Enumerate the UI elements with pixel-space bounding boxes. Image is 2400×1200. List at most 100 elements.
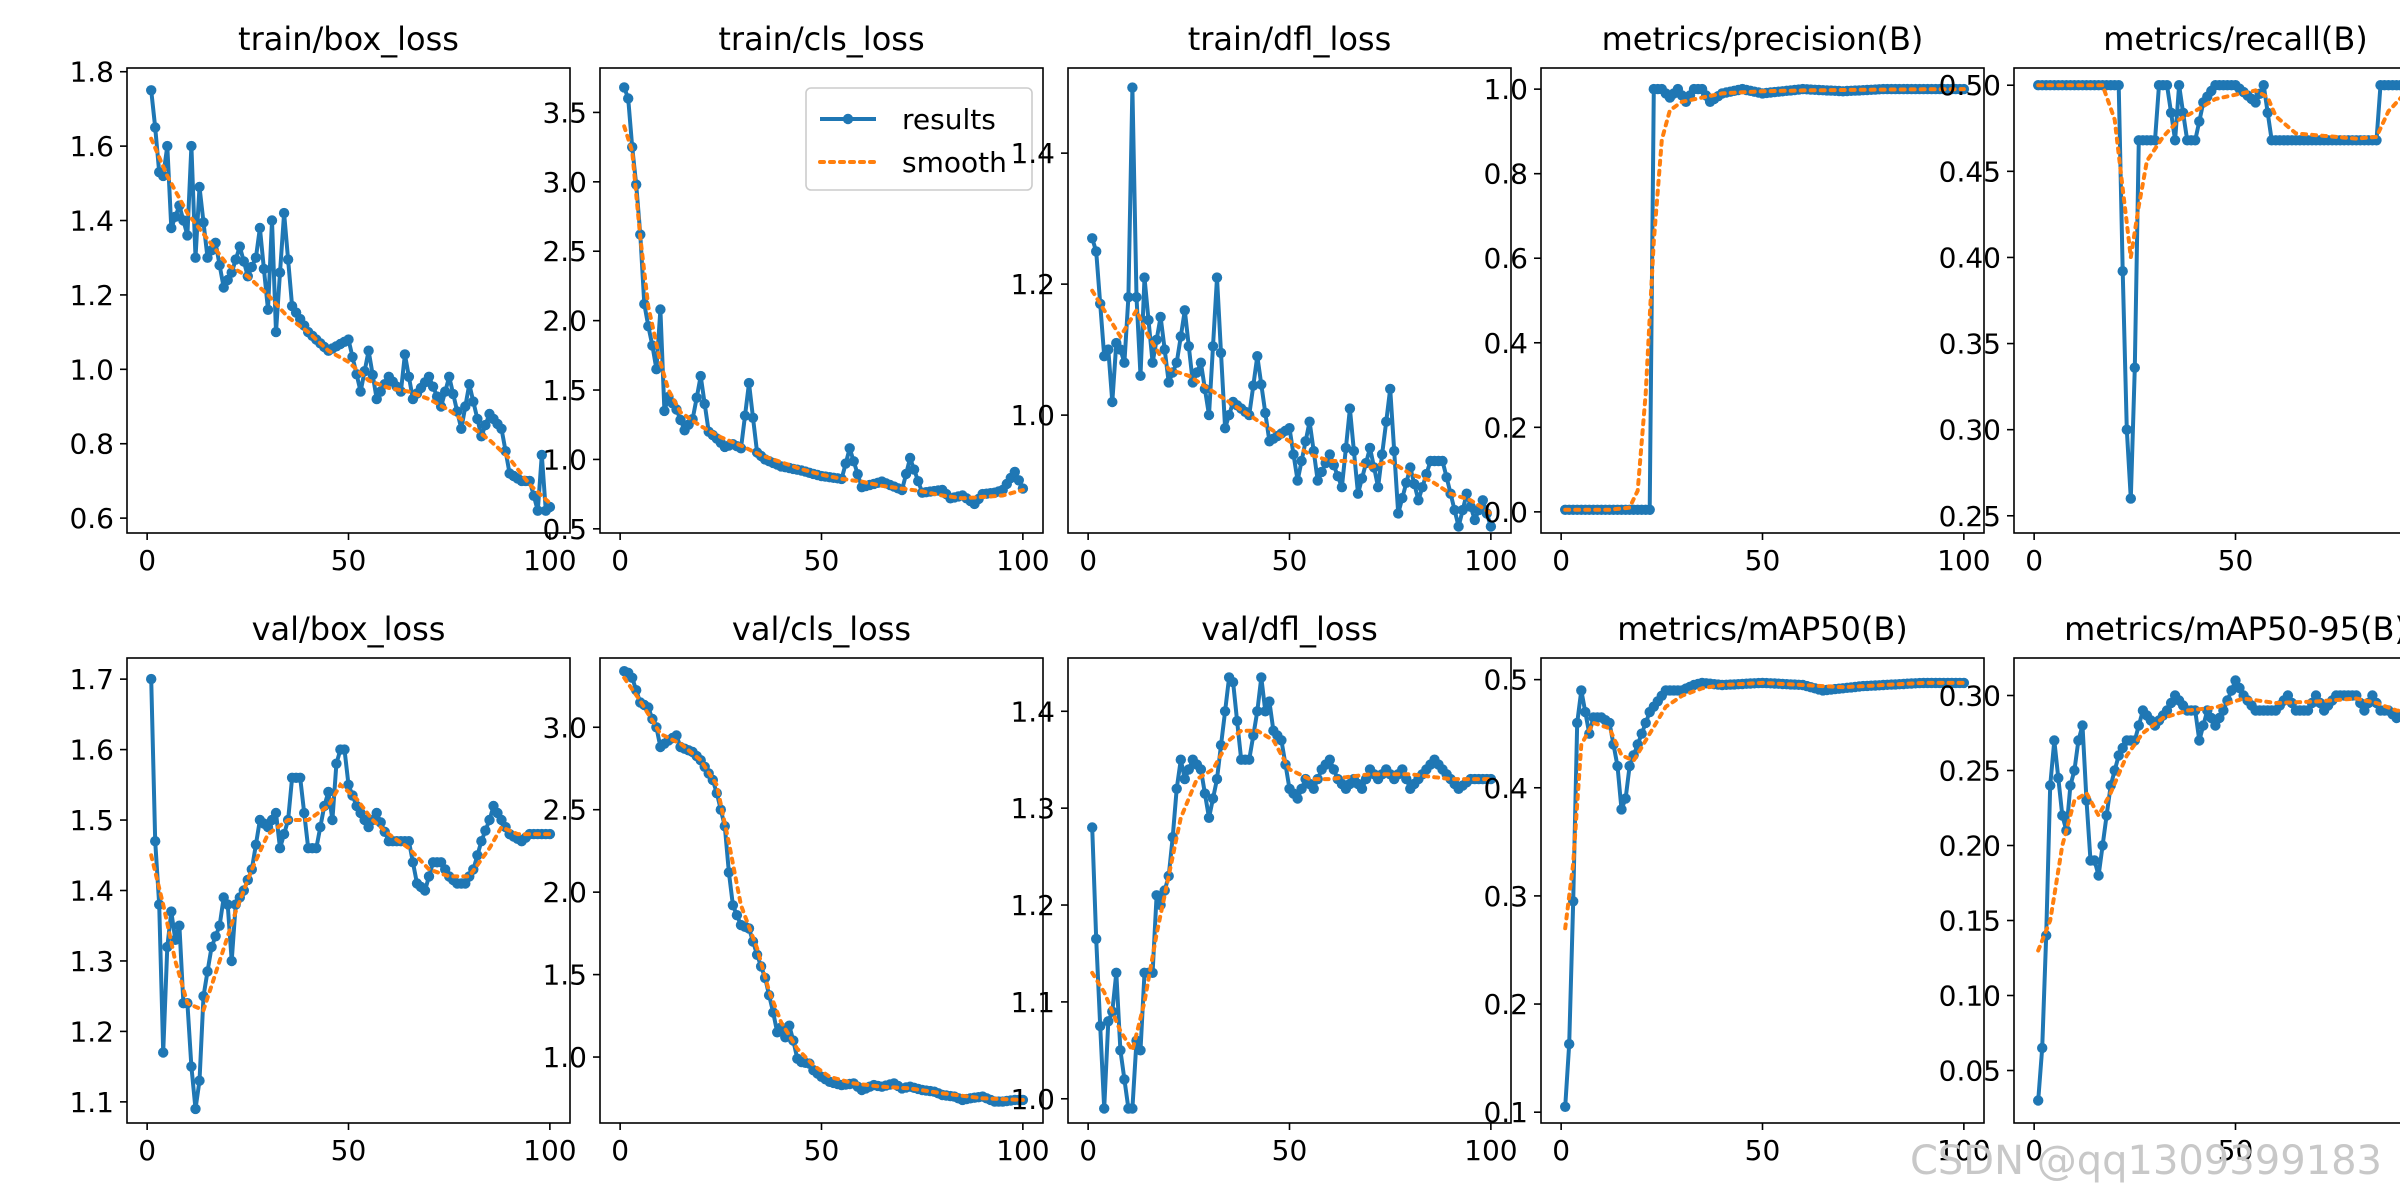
results-point: [1013, 475, 1024, 486]
results-point: [2077, 720, 2088, 731]
results-point: [1296, 783, 1307, 794]
results-point: [1139, 272, 1150, 283]
results-point: [631, 685, 642, 696]
results-point: [840, 458, 851, 469]
results-line: [2038, 83, 2400, 501]
y-tick-label: 0.25: [1939, 755, 2001, 788]
results-point: [472, 413, 483, 425]
results-point: [158, 170, 169, 182]
results-point: [146, 85, 157, 96]
x-tick-label: 50: [1272, 1134, 1308, 1167]
y-tick-label: 0.5: [1483, 664, 1528, 697]
results-point: [731, 910, 743, 921]
results-point: [1183, 764, 1195, 775]
y-tick-label: 0.3: [1483, 880, 1528, 913]
y-tick-label: 3.0: [542, 711, 587, 744]
axes-frame: [599, 657, 1044, 1124]
smooth-line: [622, 124, 1025, 501]
results-point: [1644, 504, 1655, 515]
results-point: [1175, 754, 1187, 765]
results-point: [1151, 890, 1162, 901]
results-markers: [1560, 83, 1970, 515]
results-point: [282, 254, 294, 265]
results-point: [234, 241, 245, 252]
y-tick-label: 1.3: [1010, 792, 1055, 825]
results-point: [206, 941, 217, 953]
results-point: [2121, 424, 2132, 435]
results-point: [2194, 735, 2205, 746]
y-tick-label: 1.1: [69, 1086, 114, 1119]
results-point: [472, 850, 483, 861]
results-point: [347, 351, 358, 363]
y-tick-label: 0.50: [1939, 69, 2001, 102]
results-point: [367, 369, 378, 381]
results-point: [2262, 107, 2273, 119]
results-point: [1256, 672, 1267, 683]
y-tick-label: 1.0: [1010, 399, 1055, 432]
results-point: [544, 501, 556, 513]
results-markers: [619, 666, 1029, 1107]
results-point: [1091, 246, 1102, 257]
y-tick-label: 0.4: [1483, 327, 1528, 360]
x-tick-label: 100: [996, 1134, 1049, 1167]
results-point: [1296, 455, 1307, 467]
watermark: CSDN @qq1309399183: [1910, 1138, 2382, 1184]
results-point: [1131, 292, 1142, 303]
results-point: [2218, 705, 2229, 716]
subplot-val-cls-loss: val/cls_loss 0 50 100 1.0 1.5 2.0 2.5 3.0: [542, 610, 1049, 1167]
results-line: [149, 90, 552, 513]
results-point: [1199, 788, 1211, 799]
subplot-title: val/box_loss: [252, 610, 446, 648]
results-point: [480, 419, 491, 431]
results-point: [2053, 772, 2064, 784]
results-point: [186, 1061, 197, 1072]
results-point: [2057, 810, 2068, 821]
x-tick-label: 0: [1552, 544, 1570, 577]
subplot-title: val/dfl_loss: [1201, 610, 1378, 648]
results-point: [1111, 967, 1122, 978]
results-point: [2113, 80, 2124, 91]
results-point: [1324, 754, 1336, 765]
results-point: [1099, 1103, 1110, 1114]
results-line: [2036, 678, 2400, 1101]
results-point: [182, 230, 193, 241]
results-point: [1143, 314, 1154, 326]
subplot-metrics-map50-95-b: metrics/mAP50-95(B) 0 50 100 0.05 0.10 0.15 0.2…: [1939, 610, 2400, 1167]
results-point: [1485, 773, 1497, 785]
results-point: [226, 955, 237, 967]
x-tick-label: 100: [1937, 1134, 1990, 1167]
results-point: [1485, 521, 1497, 532]
results-point: [214, 260, 225, 271]
results-point: [222, 899, 233, 910]
results-point: [1244, 754, 1255, 765]
y-tick-label: 1.4: [69, 875, 114, 908]
results-point: [848, 456, 859, 467]
x-tick-label: 50: [331, 1134, 367, 1167]
results-point: [1195, 764, 1207, 775]
results-point: [476, 836, 487, 847]
results-point: [1219, 423, 1231, 434]
results-point: [190, 252, 201, 263]
results-point: [1477, 495, 1489, 506]
y-tick-label: 0.8: [1483, 158, 1528, 191]
results-point: [1312, 475, 1323, 486]
results-point: [423, 371, 435, 382]
y-tick-label: 0.05: [1939, 1055, 2001, 1088]
results-point: [1453, 521, 1464, 532]
smooth-line: [1090, 728, 1493, 1056]
results-point: [2045, 780, 2056, 791]
y-tick-label: 0.30: [1939, 680, 2001, 713]
results-point: [1560, 1101, 1571, 1113]
results-point: [768, 1007, 779, 1018]
results-point: [468, 396, 479, 407]
results-point: [1227, 677, 1239, 688]
results-point: [1147, 357, 1158, 368]
y-tick-label: 1.6: [69, 130, 114, 163]
results-point: [1636, 728, 1647, 739]
results-point: [1397, 764, 1408, 775]
results-point: [1135, 1045, 1146, 1056]
results-point: [1397, 492, 1408, 504]
results-point: [2177, 107, 2189, 119]
results-point: [1352, 488, 1364, 499]
axes-frame: [126, 67, 571, 534]
